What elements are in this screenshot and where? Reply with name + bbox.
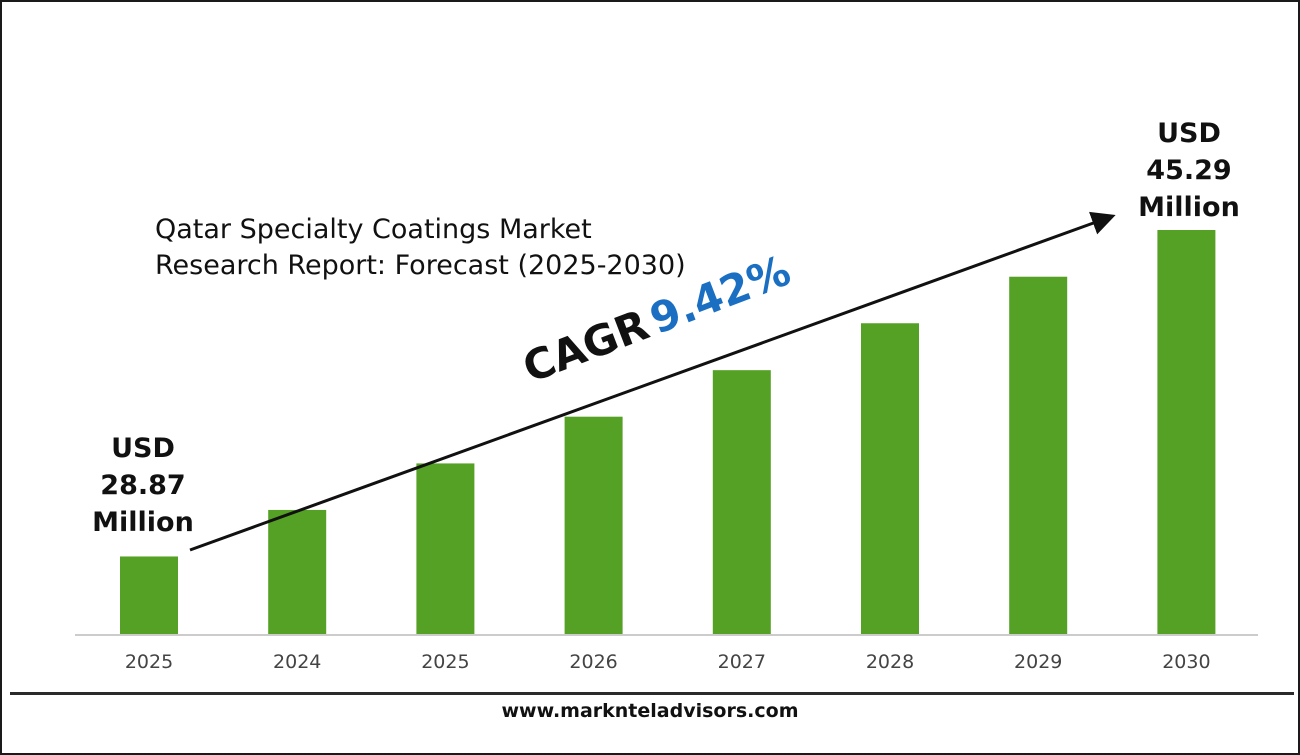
- bar-7: [1009, 276, 1068, 635]
- x-tick-label-5: 2027: [718, 651, 766, 673]
- x-tick-label-2: 2024: [273, 651, 321, 673]
- x-tick-label-1: 2025: [125, 651, 173, 673]
- chart-title: Qatar Specialty Coatings Market Research…: [155, 212, 686, 284]
- chart-title-line-2: Research Report: Forecast (2025-2030): [155, 250, 686, 281]
- source-footer: www.marknteladvisors.com: [501, 700, 799, 722]
- bars-group: [120, 230, 1216, 635]
- x-tick-labels: 2025 2024 2025 2026 2027 2028 2029 2030: [125, 651, 1211, 673]
- x-tick-label-8: 2030: [1162, 651, 1210, 673]
- start-callout-unit: Million: [92, 507, 194, 538]
- bar-1: [120, 556, 178, 635]
- start-callout-currency: USD: [111, 433, 175, 464]
- end-value-callout: USD 45.29 Million: [1122, 115, 1256, 226]
- x-tick-label-3: 2025: [421, 651, 469, 673]
- trend-arrow-line: [189, 211, 1116, 552]
- end-callout-unit: Million: [1138, 192, 1240, 223]
- start-value-callout: USD 28.87 Million: [78, 430, 208, 541]
- x-tick-label-4: 2026: [569, 651, 617, 673]
- x-tick-label-7: 2029: [1014, 651, 1062, 673]
- bar-4: [564, 416, 623, 635]
- end-callout-currency: USD: [1157, 118, 1221, 149]
- bar-3: [416, 463, 475, 635]
- end-callout-value: 45.29: [1146, 155, 1232, 186]
- start-callout-value: 28.87: [100, 470, 186, 501]
- bar-8: [1157, 230, 1216, 635]
- bar-6: [861, 323, 919, 635]
- trend-arrow: [189, 211, 1116, 552]
- bar-5: [712, 370, 771, 635]
- chart-title-line-1: Qatar Specialty Coatings Market: [155, 214, 592, 245]
- x-tick-label-6: 2028: [866, 651, 914, 673]
- bar-2: [268, 509, 327, 635]
- footer-divider: [10, 692, 1294, 695]
